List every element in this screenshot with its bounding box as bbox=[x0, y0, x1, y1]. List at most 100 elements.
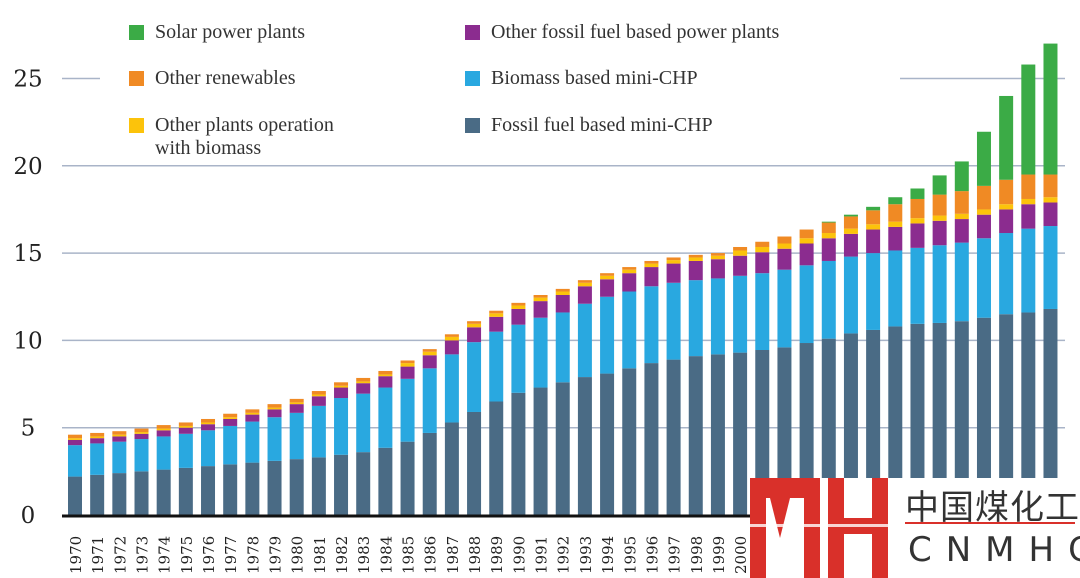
legend-item-other-fossil: Other fossil fuel based power plants bbox=[465, 21, 779, 44]
x-tick-label: 1997 bbox=[666, 536, 684, 574]
bar-segment-biomass-based-mini-chp bbox=[577, 303, 592, 378]
x-tick-label: 1988 bbox=[466, 536, 484, 574]
bar-segment-other-plants-operation-with-biomass bbox=[622, 269, 637, 274]
bar-segment-other-fossil-fuel-based-power-plants bbox=[489, 316, 504, 332]
bar-segment-other-plants-operation-with-biomass bbox=[644, 263, 659, 268]
legend-label: Other plants operation bbox=[155, 114, 334, 136]
x-tick-label: 1976 bbox=[200, 536, 218, 574]
bar-segment-other-fossil-fuel-based-power-plants bbox=[68, 439, 82, 446]
x-tick-label: 1990 bbox=[510, 536, 528, 574]
bar-segment-other-plants-operation-with-biomass bbox=[311, 394, 326, 397]
bar-segment-biomass-based-mini-chp bbox=[178, 433, 193, 468]
bar-segment-other-fossil-fuel-based-power-plants bbox=[289, 404, 304, 413]
bar-segment-other-renewables bbox=[799, 229, 814, 239]
x-tick-label: 1984 bbox=[377, 536, 395, 574]
x-tick-label: 1983 bbox=[355, 536, 373, 574]
bar-segment-biomass-based-mini-chp bbox=[489, 331, 504, 402]
legend: Solar power plants Other renewables Othe… bbox=[100, 12, 900, 162]
bar-segment-other-plants-operation-with-biomass bbox=[334, 385, 349, 388]
bar-segment-other-renewables bbox=[555, 288, 570, 292]
bar-segment-other-plants-operation-with-biomass bbox=[733, 250, 748, 256]
bar-segment-other-plants-operation-with-biomass bbox=[223, 417, 238, 419]
bar-segment-other-fossil-fuel-based-power-plants bbox=[378, 376, 393, 388]
bar-stack-1986 bbox=[422, 349, 437, 515]
x-tick-label: 1972 bbox=[111, 536, 129, 574]
bar-stack-1997 bbox=[666, 257, 681, 515]
bar-stack-1970 bbox=[68, 434, 82, 515]
bar-segment-fossil-fuel-based-mini-chp bbox=[90, 474, 105, 515]
x-tick-label: 2000 bbox=[732, 536, 750, 574]
bar-segment-other-fossil-fuel-based-power-plants bbox=[577, 286, 592, 304]
bar-segment-biomass-based-mini-chp bbox=[422, 368, 437, 433]
bar-segment-other-renewables bbox=[999, 179, 1014, 205]
bar-segment-other-plants-operation-with-biomass bbox=[799, 238, 814, 244]
bar-stack-1982 bbox=[334, 382, 349, 515]
bar-segment-other-renewables bbox=[733, 246, 748, 251]
bar-segment-other-plants-operation-with-biomass bbox=[400, 363, 415, 367]
legend-label: Solar power plants bbox=[155, 21, 305, 43]
bar-segment-fossil-fuel-based-mini-chp bbox=[555, 382, 570, 515]
x-axis-ticks: 1970 1971 1972 1973 1974 1975 1976 1977 1978 1979… bbox=[67, 536, 750, 574]
bar-segment-other-renewables bbox=[843, 216, 858, 229]
bar-segment-other-fossil-fuel-based-power-plants bbox=[622, 273, 637, 292]
bar-segment-other-fossil-fuel-based-power-plants bbox=[888, 226, 903, 251]
bar-segment-biomass-based-mini-chp bbox=[600, 296, 615, 374]
x-tick-label: 1999 bbox=[710, 536, 728, 574]
x-tick-label: 1991 bbox=[533, 536, 551, 574]
bar-segment-other-plants-operation-with-biomass bbox=[356, 381, 371, 384]
bar-segment-other-plants-operation-with-biomass bbox=[888, 221, 903, 227]
bar-segment-fossil-fuel-based-mini-chp bbox=[68, 476, 82, 515]
bar-segment-other-plants-operation-with-biomass bbox=[666, 260, 681, 264]
bar-segment-other-renewables bbox=[821, 222, 836, 234]
x-tick-label: 1970 bbox=[67, 536, 85, 574]
bar-segment-other-renewables bbox=[954, 191, 969, 214]
bar-segment-other-fossil-fuel-based-power-plants bbox=[134, 433, 149, 440]
legend-swatch-fossil-chp bbox=[465, 118, 480, 133]
bar-segment-biomass-based-mini-chp bbox=[334, 398, 349, 455]
bar-segment-biomass-based-mini-chp bbox=[90, 443, 105, 475]
bar-stack-1996 bbox=[644, 260, 659, 515]
bars bbox=[68, 43, 1058, 515]
bar-segment-fossil-fuel-based-mini-chp bbox=[134, 471, 149, 515]
bar-stack-1988 bbox=[467, 321, 482, 515]
bar-segment-other-plants-operation-with-biomass bbox=[755, 246, 770, 253]
bar-segment-other-renewables bbox=[888, 204, 903, 222]
bar-stack-1992 bbox=[555, 288, 570, 515]
bar-segment-other-renewables bbox=[134, 428, 149, 433]
bar-stack-1977 bbox=[223, 413, 238, 515]
bar-stack-2004 bbox=[821, 221, 836, 515]
x-tick-label: 1980 bbox=[289, 536, 307, 574]
bar-segment-biomass-based-mini-chp bbox=[201, 430, 216, 467]
bar-segment-other-renewables bbox=[267, 404, 282, 408]
bar-segment-other-fossil-fuel-based-power-plants bbox=[400, 366, 415, 379]
bar-stack-1991 bbox=[533, 295, 548, 515]
bar-segment-other-fossil-fuel-based-power-plants bbox=[954, 219, 969, 243]
bar-stack-1978 bbox=[245, 409, 260, 515]
y-axis-ticks: 0 5 10 15 20 25 bbox=[13, 67, 42, 530]
bar-segment-other-plants-operation-with-biomass bbox=[932, 215, 947, 221]
bar-segment-other-plants-operation-with-biomass bbox=[467, 323, 482, 328]
bar-stack-1998 bbox=[688, 254, 703, 515]
bar-segment-biomass-based-mini-chp bbox=[289, 412, 304, 460]
bar-segment-solar-power-plants bbox=[954, 161, 969, 192]
bar-segment-other-fossil-fuel-based-power-plants bbox=[334, 387, 349, 399]
bar-segment-biomass-based-mini-chp bbox=[1021, 228, 1036, 313]
bar-segment-other-fossil-fuel-based-power-plants bbox=[1043, 202, 1058, 227]
bar-segment-other-renewables bbox=[156, 425, 171, 429]
bar-segment-other-fossil-fuel-based-power-plants bbox=[533, 301, 548, 318]
bar-segment-fossil-fuel-based-mini-chp bbox=[710, 354, 725, 515]
bar-segment-biomass-based-mini-chp bbox=[1043, 226, 1058, 309]
bar-segment-other-renewables bbox=[666, 257, 681, 261]
bar-segment-fossil-fuel-based-mini-chp bbox=[644, 363, 659, 515]
bar-stack-1980 bbox=[289, 398, 304, 515]
bar-stack-1995 bbox=[622, 267, 637, 515]
bar-segment-biomass-based-mini-chp bbox=[267, 417, 282, 461]
bar-segment-other-fossil-fuel-based-power-plants bbox=[511, 308, 526, 325]
bar-segment-fossil-fuel-based-mini-chp bbox=[888, 326, 903, 515]
bar-segment-other-fossil-fuel-based-power-plants bbox=[910, 223, 925, 248]
bar-segment-solar-power-plants bbox=[1043, 43, 1058, 175]
x-tick-label: 1981 bbox=[311, 536, 329, 574]
bar-segment-biomass-based-mini-chp bbox=[799, 265, 814, 344]
bar-segment-biomass-based-mini-chp bbox=[910, 247, 925, 324]
legend-label: Fossil fuel based mini-CHP bbox=[491, 114, 713, 136]
